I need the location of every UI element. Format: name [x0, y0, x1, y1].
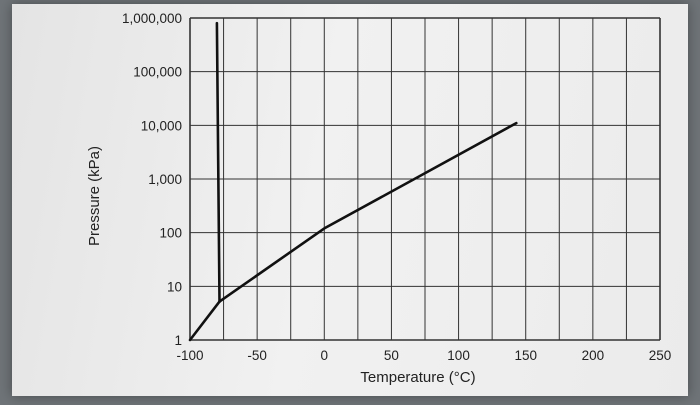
phase-boundary-line-2 [218, 121, 518, 303]
x-tick-label: -100 [176, 348, 203, 363]
y-axis-label: Pressure (kPa) [86, 146, 103, 246]
phase-boundary-line-1 [188, 300, 221, 342]
y-tick-label: 100 [159, 226, 182, 241]
y-tick-label: 100,000 [133, 65, 182, 80]
y-tick-label: 1,000,000 [122, 11, 182, 26]
y-tick-label: 10 [167, 279, 182, 294]
x-tick-label: 50 [384, 348, 399, 363]
phase-boundary-line-3 [215, 21, 221, 303]
x-tick-label: 250 [649, 348, 672, 363]
x-tick-label: 150 [514, 348, 537, 363]
x-tick-label: 200 [582, 348, 605, 363]
y-tick-label: 1 [174, 333, 182, 348]
x-tick-label: 0 [321, 348, 329, 363]
grid [189, 17, 661, 341]
y-tick-labels: 1 10 100 1,000 10,000 100,000 1,000,000 [122, 11, 182, 348]
x-tick-label: 100 [447, 348, 470, 363]
y-tick-label: 1,000 [148, 172, 182, 187]
x-axis-label: Temperature (°C) [360, 369, 475, 386]
x-tick-labels: -100 -50 0 50 100 150 200 250 [176, 348, 671, 363]
chart-paper [12, 4, 688, 396]
data-lines [188, 21, 518, 342]
y-tick-label: 10,000 [141, 118, 182, 133]
x-tick-label: -50 [247, 348, 267, 363]
